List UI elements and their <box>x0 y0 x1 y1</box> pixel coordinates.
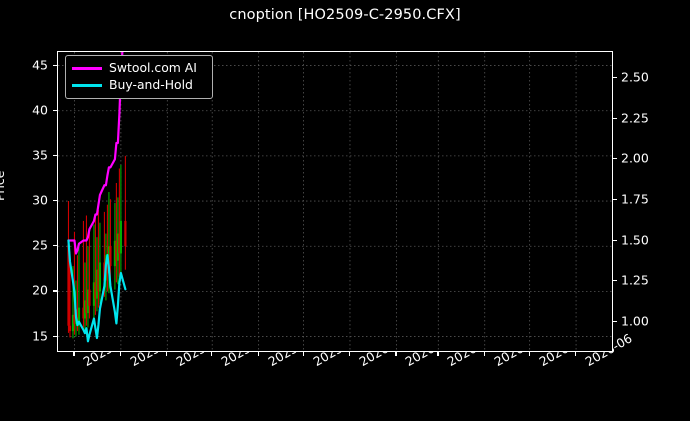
candle-body <box>73 314 76 324</box>
candle-body <box>124 220 127 247</box>
x-axis-tickmark <box>211 352 213 356</box>
candle-body <box>76 309 79 323</box>
chart-legend[interactable]: Swtool.com AI Buy-and-Hold <box>65 55 213 99</box>
candle-body <box>109 246 112 267</box>
y-axis-right-group: Return <box>619 0 674 421</box>
chart-title: cnoption [HO2509-C-2950.CFX] <box>229 7 461 23</box>
legend-swatch-0 <box>72 67 102 70</box>
candle-body <box>116 233 119 261</box>
x-axis-tick-label: 2026-02 <box>403 331 455 369</box>
y-axis-left-tickmark <box>53 245 57 247</box>
y-axis-right-tickmark <box>613 320 617 322</box>
candle-body <box>82 307 85 319</box>
x-axis-tickmark <box>348 352 351 356</box>
candle-body <box>98 262 102 292</box>
candle-body <box>88 289 91 306</box>
y-axis-left-tickmark <box>53 64 57 66</box>
plot-area <box>57 51 613 352</box>
legend-item-1[interactable]: Buy-and-Hold <box>72 77 206 94</box>
y-axis-right-tickmark <box>613 280 617 282</box>
series-lines <box>67 52 127 343</box>
x-axis-tick-label: 2026-03 <box>445 331 497 369</box>
y-axis-left-tickmark <box>53 290 57 292</box>
series-line-1 <box>67 239 127 343</box>
candle-body <box>67 244 70 326</box>
x-axis-tickmark <box>166 352 168 356</box>
candle-body <box>68 325 72 332</box>
legend-swatch-1 <box>72 84 102 87</box>
y-axis-right-tick-label: 2.00 <box>621 150 649 166</box>
x-axis-tickmark <box>73 352 75 356</box>
candle-body <box>115 240 118 261</box>
x-axis-tickmark <box>257 352 259 356</box>
y-axis-left-tick-label: 40 <box>32 102 48 118</box>
y-axis-right-tick-label: 2.25 <box>621 110 649 126</box>
y-axis-left-tickmark <box>53 335 57 337</box>
plot-canvas <box>58 52 612 351</box>
candle-body <box>71 314 75 332</box>
x-axis-tickmark <box>575 352 577 356</box>
x-axis-tick-label: 2026-01 <box>357 331 409 369</box>
candle-body <box>86 289 90 314</box>
x-axis-tick-label: 2026-04 <box>492 331 544 369</box>
y-axis-left-tick-label: 45 <box>32 57 48 73</box>
candle-body <box>95 269 99 299</box>
candle-body <box>113 240 116 267</box>
candle-body <box>94 282 97 299</box>
x-axis-tickmark <box>528 352 530 356</box>
y-axis-left-tick-label: 25 <box>32 237 48 253</box>
y-axis-left-tickmark <box>53 200 57 202</box>
y-axis-right-tickmark <box>613 158 617 160</box>
y-axis-right-tick-label: 1.00 <box>621 313 649 329</box>
y-axis-right-tickmark <box>613 77 617 79</box>
x-axis-tickmark <box>395 352 397 356</box>
x-axis-tick-label: 2026-05 <box>537 331 589 369</box>
candle-body <box>119 220 122 254</box>
y-axis-left-tickmark <box>53 154 57 157</box>
candle-body <box>83 300 87 319</box>
y-axis-left-tick-label: 35 <box>32 147 48 163</box>
x-axis-tick-label: 2026-06 <box>583 331 635 369</box>
candle-body <box>118 233 121 254</box>
candle-body <box>92 282 96 306</box>
y-axis-left-tick-label: 20 <box>32 282 48 298</box>
legend-item-0[interactable]: Swtool.com AI <box>72 60 206 77</box>
y-axis-right-tick-label: 1.75 <box>621 191 649 207</box>
x-axis-tickmark <box>483 352 485 356</box>
y-axis-right-tick-label: 1.25 <box>621 272 649 288</box>
candle-body <box>77 307 81 323</box>
y-axis-right-tickmark <box>613 239 617 241</box>
x-axis-tickmark <box>302 352 304 356</box>
y-axis-left-tick-label: 15 <box>32 328 48 344</box>
grid-lines <box>58 52 612 351</box>
y-axis-left-tick-label: 30 <box>32 192 48 208</box>
candle-body <box>97 269 100 292</box>
candle-body <box>85 300 88 314</box>
legend-label-0: Swtool.com AI <box>109 60 197 76</box>
y-axis-right-tick-label: 2.50 <box>621 69 649 85</box>
x-axis-tickmark <box>437 352 439 356</box>
x-axis-tickmark <box>119 352 122 356</box>
y-axis-right-tickmark <box>613 117 617 119</box>
y-axis-right-tickmark <box>613 198 617 201</box>
series-line-0 <box>67 52 124 255</box>
legend-label-1: Buy-and-Hold <box>109 77 193 93</box>
y-axis-right-tick-label: 1.50 <box>621 232 649 247</box>
y-axis-left-tickmark <box>53 109 57 111</box>
